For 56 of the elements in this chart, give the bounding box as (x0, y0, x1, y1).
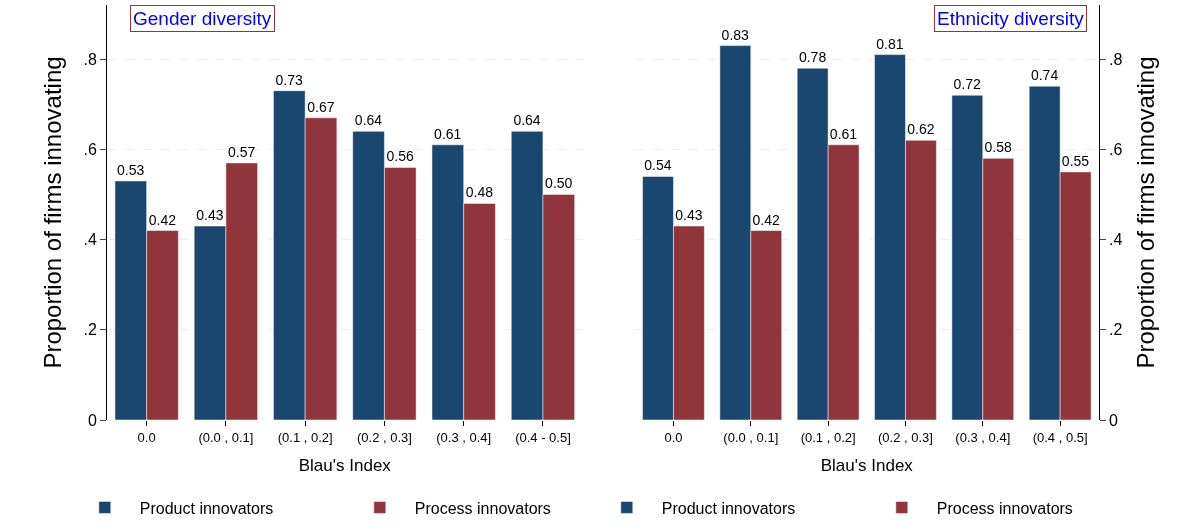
data-label: 0.43 (675, 207, 703, 224)
x-tick-label: (0.3 , 0.4] (436, 429, 492, 445)
chart-title: Gender diversity (133, 8, 272, 29)
data-label: 0.56 (386, 148, 415, 165)
x-axis-title: Blau's Index (820, 456, 914, 475)
legend-label: Product innovators (661, 499, 796, 517)
data-label: 0.73 (275, 71, 304, 88)
x-tick-label: (0.3 , 0.4] (955, 429, 1011, 445)
data-label: 0.42 (752, 211, 780, 228)
x-tick-label: (0.0 , 0.1] (723, 429, 779, 445)
x-tick-label: (0.2 , 0.3] (356, 429, 412, 445)
data-label: 0.67 (307, 98, 335, 115)
y2-tick-label: .2 (1109, 321, 1123, 339)
data-label: 0.72 (953, 76, 982, 93)
data-label: 0.53 (117, 161, 145, 178)
data-label: 0.61 (829, 125, 858, 142)
data-label: 0.55 (1061, 152, 1090, 169)
x-tick-label: (0.1 , 0.2] (277, 429, 333, 445)
y2-tick-label: .6 (1109, 140, 1123, 158)
y-tick-label: .6 (83, 140, 97, 158)
y-tick-label: .8 (83, 50, 97, 68)
data-label: 0.57 (228, 143, 256, 160)
data-label: 0.62 (907, 121, 935, 138)
data-label: 0.64 (354, 112, 383, 129)
x-axis-title: Blau's Index (298, 456, 392, 475)
data-label: 0.74 (1030, 67, 1059, 84)
data-label: 0.50 (545, 175, 573, 192)
legend-label: Product innovators (139, 499, 274, 517)
data-label: 0.78 (798, 49, 827, 66)
chart-title: Ethnicity diversity (937, 8, 1085, 29)
x-tick-label: 0.0 (137, 429, 156, 445)
y2-tick-label: .8 (1109, 50, 1123, 68)
data-label: 0.64 (513, 112, 541, 129)
data-label: 0.61 (434, 125, 462, 142)
y-tick-label: .2 (83, 321, 97, 339)
y2-tick-label: .4 (1109, 231, 1123, 249)
data-label: 0.54 (644, 157, 672, 174)
data-label: 0.43 (196, 207, 224, 224)
y2-axis-title: Proportion of firms innovating (1131, 56, 1159, 369)
data-label: 0.48 (465, 184, 494, 201)
x-tick-label: (0.1 , 0.2] (800, 429, 856, 445)
legend-label: Process innovators (414, 499, 551, 517)
data-label: 0.83 (721, 26, 750, 43)
x-tick-label: (0.0 , 0.1] (198, 429, 254, 445)
legend-label: Process innovators (936, 499, 1073, 517)
y-tick-label: .4 (83, 231, 97, 249)
x-tick-label: (0.4 , 0.5] (1032, 429, 1088, 445)
y-axis-title: Proportion of firms innovating (38, 56, 66, 369)
data-label: 0.42 (148, 211, 177, 228)
x-tick-label: (0.4 - 0.5] (515, 429, 571, 445)
data-label: 0.58 (984, 139, 1012, 156)
data-label: 0.81 (876, 35, 904, 52)
y2-tick-label: 0 (1109, 411, 1118, 429)
y-tick-label: 0 (87, 411, 97, 429)
x-tick-label: (0.2 , 0.3] (878, 429, 933, 445)
x-tick-label: 0.0 (664, 429, 683, 445)
